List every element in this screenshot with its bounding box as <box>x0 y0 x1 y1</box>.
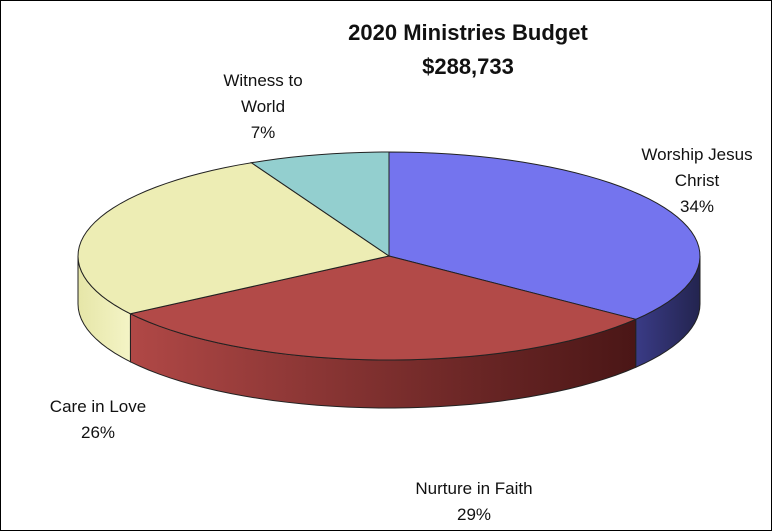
pie-slice-nurture <box>128 255 638 361</box>
slice-pct-witness: 7% <box>251 123 276 142</box>
chart-subtitle: $288,733 <box>422 54 514 79</box>
slice-pct-worship: 34% <box>680 197 714 216</box>
pie-slice-witness <box>250 151 390 257</box>
pie-slice-care <box>77 162 391 315</box>
slice-label-nurture: Nurture in Faith <box>415 479 532 498</box>
slice-pct-nurture: 29% <box>457 505 491 524</box>
slice-label-worship-line2: Christ <box>675 171 720 190</box>
chart-title: 2020 Ministries Budget <box>348 20 588 45</box>
pie-slice-worship <box>388 151 701 320</box>
slice-label-witness-line2: World <box>241 97 285 116</box>
slice-label-worship-line1: Worship Jesus <box>641 145 752 164</box>
slice-label-care: Care in Love <box>50 397 146 416</box>
slice-label-witness-line1: Witness to <box>223 71 302 90</box>
slice-pct-care: 26% <box>81 423 115 442</box>
